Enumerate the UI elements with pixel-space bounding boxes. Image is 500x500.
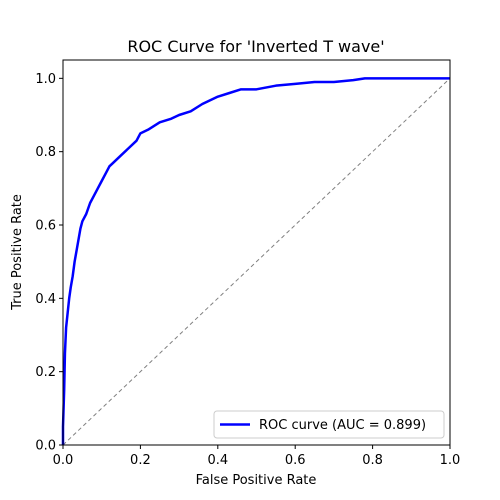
y-tick-label: 0.0 — [35, 439, 56, 454]
chance-diagonal-line — [63, 78, 450, 445]
x-tick-label: 0.0 — [53, 453, 74, 468]
x-tick-label: 0.8 — [362, 453, 383, 468]
x-tick-label: 0.4 — [207, 453, 228, 468]
x-tick-label: 1.0 — [440, 453, 461, 468]
y-tick-label: 0.8 — [35, 145, 56, 160]
legend: ROC curve (AUC = 0.899) — [214, 411, 444, 438]
chart-title: ROC Curve for 'Inverted T wave' — [127, 37, 384, 56]
y-tick-label: 0.4 — [35, 292, 56, 307]
y-tick-label: 0.6 — [35, 219, 56, 234]
y-tick-label: 0.2 — [35, 365, 56, 380]
x-tick-label: 0.6 — [285, 453, 306, 468]
legend-label: ROC curve (AUC = 0.899) — [259, 418, 426, 433]
y-axis-label: True Positive Rate — [10, 194, 25, 311]
x-axis: 0.0 0.2 0.4 0.6 0.8 1.0 — [53, 445, 461, 468]
x-axis-label: False Positive Rate — [196, 473, 317, 488]
x-tick-label: 0.2 — [130, 453, 151, 468]
plot-frame — [63, 60, 450, 445]
y-tick-label: 1.0 — [35, 72, 56, 87]
plot-area — [63, 78, 450, 445]
y-axis: 0.0 0.2 0.4 0.6 0.8 1.0 — [35, 72, 63, 454]
